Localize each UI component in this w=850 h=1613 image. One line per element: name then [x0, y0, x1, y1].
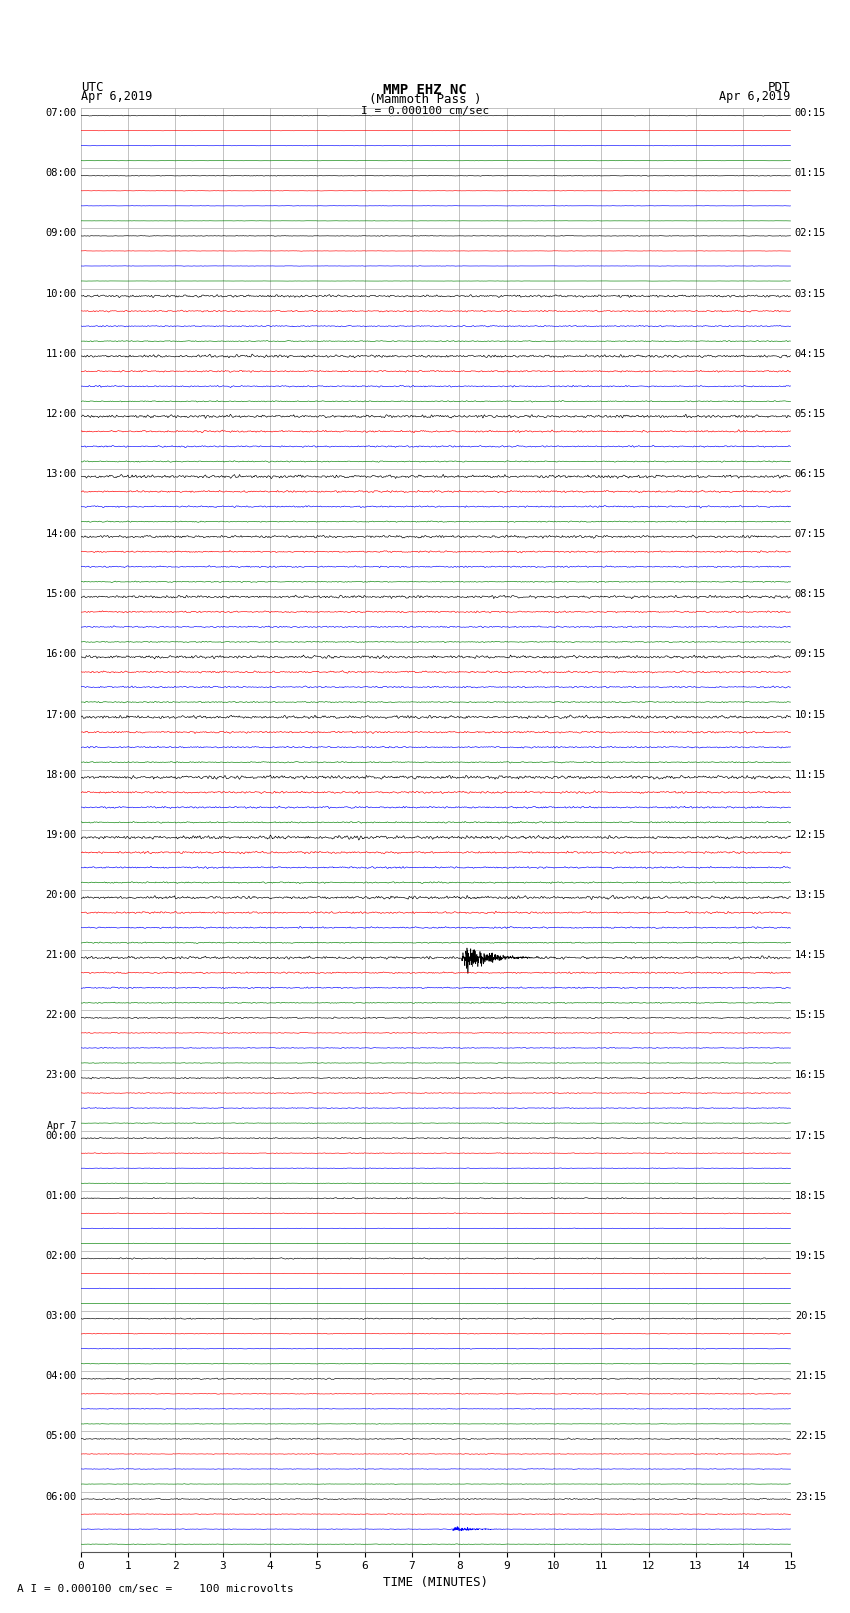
Text: 14:00: 14:00 [45, 529, 76, 539]
Text: 23:00: 23:00 [45, 1071, 76, 1081]
Text: 07:15: 07:15 [795, 529, 826, 539]
Text: 11:00: 11:00 [45, 348, 76, 358]
Text: 08:15: 08:15 [795, 589, 826, 600]
Text: Apr 7: Apr 7 [47, 1121, 76, 1131]
Text: MMP EHZ NC: MMP EHZ NC [383, 82, 467, 97]
Text: 09:15: 09:15 [795, 650, 826, 660]
Text: 18:00: 18:00 [45, 769, 76, 779]
Text: 10:00: 10:00 [45, 289, 76, 298]
Text: 09:00: 09:00 [45, 229, 76, 239]
Text: 15:15: 15:15 [795, 1010, 826, 1021]
Text: 00:00: 00:00 [45, 1131, 76, 1140]
Text: 21:15: 21:15 [795, 1371, 826, 1381]
Text: 08:00: 08:00 [45, 168, 76, 177]
Text: 01:15: 01:15 [795, 168, 826, 177]
Text: 02:15: 02:15 [795, 229, 826, 239]
Text: 19:00: 19:00 [45, 829, 76, 840]
Text: 22:15: 22:15 [795, 1431, 826, 1442]
Text: 22:00: 22:00 [45, 1010, 76, 1021]
Text: 03:00: 03:00 [45, 1311, 76, 1321]
Text: 15:00: 15:00 [45, 589, 76, 600]
Text: 05:15: 05:15 [795, 408, 826, 419]
Text: 10:15: 10:15 [795, 710, 826, 719]
Text: UTC: UTC [81, 81, 103, 94]
Text: 17:00: 17:00 [45, 710, 76, 719]
Text: 13:00: 13:00 [45, 469, 76, 479]
Text: 12:00: 12:00 [45, 408, 76, 419]
X-axis label: TIME (MINUTES): TIME (MINUTES) [383, 1576, 488, 1589]
Text: Apr 6,2019: Apr 6,2019 [719, 90, 791, 103]
Text: 00:15: 00:15 [795, 108, 826, 118]
Text: 01:00: 01:00 [45, 1190, 76, 1200]
Text: (Mammoth Pass ): (Mammoth Pass ) [369, 94, 481, 106]
Text: 20:00: 20:00 [45, 890, 76, 900]
Text: 03:15: 03:15 [795, 289, 826, 298]
Text: 04:15: 04:15 [795, 348, 826, 358]
Text: 16:15: 16:15 [795, 1071, 826, 1081]
Text: Apr 6,2019: Apr 6,2019 [81, 90, 152, 103]
Text: 11:15: 11:15 [795, 769, 826, 779]
Text: 12:15: 12:15 [795, 829, 826, 840]
Text: 13:15: 13:15 [795, 890, 826, 900]
Text: 18:15: 18:15 [795, 1190, 826, 1200]
Text: 06:15: 06:15 [795, 469, 826, 479]
Text: 07:00: 07:00 [45, 108, 76, 118]
Text: 23:15: 23:15 [795, 1492, 826, 1502]
Text: 16:00: 16:00 [45, 650, 76, 660]
Text: 06:00: 06:00 [45, 1492, 76, 1502]
Text: 14:15: 14:15 [795, 950, 826, 960]
Text: 20:15: 20:15 [795, 1311, 826, 1321]
Text: 17:15: 17:15 [795, 1131, 826, 1140]
Text: 19:15: 19:15 [795, 1252, 826, 1261]
Text: 02:00: 02:00 [45, 1252, 76, 1261]
Text: 21:00: 21:00 [45, 950, 76, 960]
Text: 05:00: 05:00 [45, 1431, 76, 1442]
Text: A I = 0.000100 cm/sec =    100 microvolts: A I = 0.000100 cm/sec = 100 microvolts [17, 1584, 294, 1594]
Text: PDT: PDT [768, 81, 790, 94]
Text: 04:00: 04:00 [45, 1371, 76, 1381]
Text: I = 0.000100 cm/sec: I = 0.000100 cm/sec [361, 106, 489, 116]
